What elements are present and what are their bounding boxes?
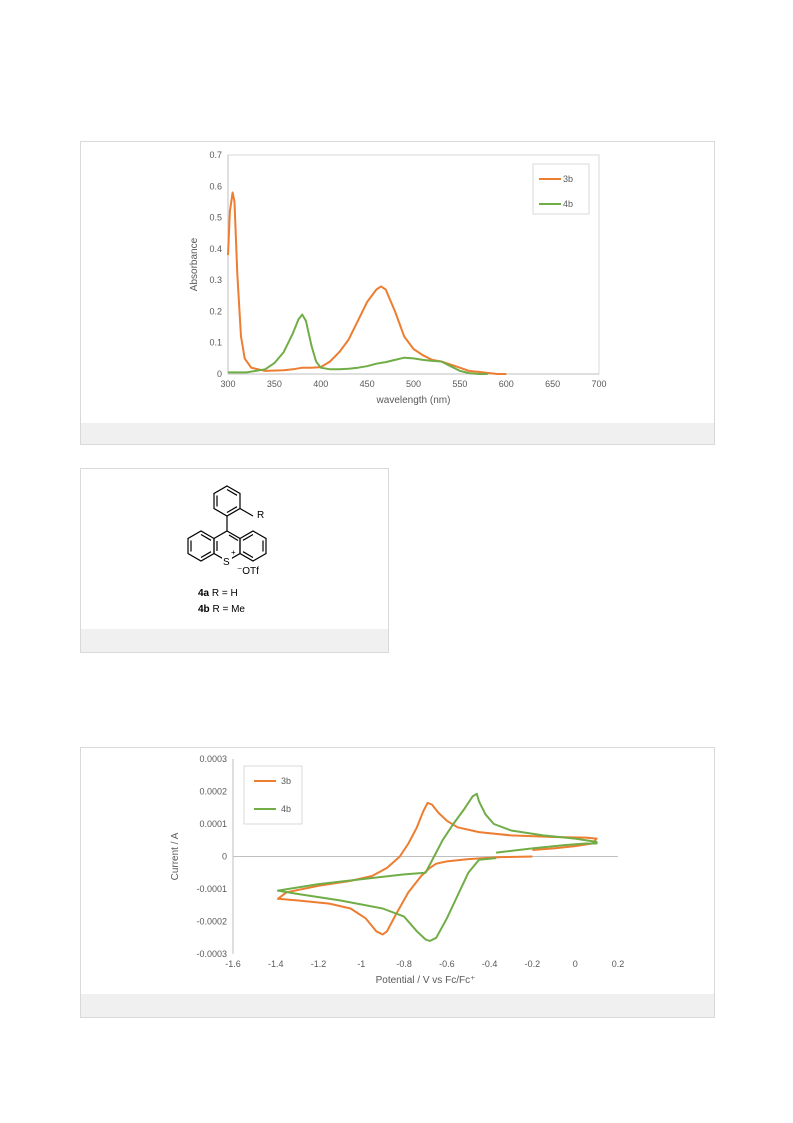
x-tick-label: -1.4	[268, 959, 284, 969]
legend-label-4b: 4b	[281, 804, 291, 814]
y-tick-label: 0.0003	[199, 754, 227, 764]
x-axis-title: Potential / V vs Fc/Fc⁺	[376, 975, 476, 986]
x-tick-label: 450	[360, 379, 375, 389]
legend-box	[243, 765, 303, 825]
y-tick-label: 0.3	[209, 275, 222, 285]
x-tick-label: -1.2	[311, 959, 327, 969]
right-ring	[239, 530, 267, 562]
r-group-label: R	[257, 510, 265, 521]
compound-4a-label: 4a R = H	[198, 588, 238, 599]
counterion-label: ⁻OTf	[237, 566, 259, 577]
series-line-3b	[227, 191, 507, 375]
y-tick-label: 0	[222, 852, 227, 862]
panel-footer	[81, 629, 388, 652]
y-tick-label: -0.0003	[196, 949, 227, 959]
x-tick-label: 0.2	[612, 959, 625, 969]
x-tick-label: 300	[220, 379, 235, 389]
positive-charge: +	[231, 548, 236, 557]
x-tick-label: 350	[267, 379, 282, 389]
panel-footer	[81, 423, 714, 444]
legend-label-3b: 3b	[563, 174, 573, 184]
y-tick-label: -0.0002	[196, 917, 227, 927]
structure-panel: R + S ⁻OTf 4a R = H 4b R = Me	[80, 468, 389, 653]
y-tick-label: 0.1	[209, 338, 222, 348]
series-line-4b	[228, 313, 488, 375]
x-tick-label: 400	[313, 379, 328, 389]
x-tick-label: 550	[452, 379, 467, 389]
x-tick-label: -0.8	[396, 959, 412, 969]
aryl-ring	[213, 485, 241, 517]
x-tick-label: 600	[499, 379, 514, 389]
cv-chart-panel: -1.6 -1.4 -1.2 -1 -0.8 -0.6 -0.4 -0.2 0 0.2 -0.000…	[80, 747, 715, 1018]
y-tick-label: 0.4	[209, 244, 222, 254]
x-axis-title: wavelength (nm)	[376, 395, 451, 406]
x-tick-label: -1.6	[225, 959, 241, 969]
sulfur-atom-label: S	[223, 557, 230, 568]
y-tick-label: 0	[217, 369, 222, 379]
y-tick-label: 0.5	[209, 213, 222, 223]
y-tick-label: 0.0001	[199, 819, 227, 829]
legend-label-3b: 3b	[281, 776, 291, 786]
absorbance-legend: 3b 4b	[532, 163, 590, 215]
series-line-4b	[276, 792, 598, 942]
panel-footer	[81, 994, 714, 1017]
x-tick-label: -0.2	[525, 959, 541, 969]
absorbance-chart: 300 350 400 450 500 550 600 650 700 0 0.1 0.2 0.3 0.4…	[189, 150, 607, 406]
x-tick-label: 700	[591, 379, 606, 389]
x-tick-label: 500	[406, 379, 421, 389]
x-tick-label: -1	[357, 959, 365, 969]
y-tick-label: 0.6	[209, 181, 222, 191]
left-ring	[187, 530, 215, 562]
x-tick-label: -0.4	[482, 959, 498, 969]
cv-legend: 3b 4b	[243, 765, 303, 825]
series-line-3b	[276, 801, 598, 936]
legend-label-4b: 4b	[563, 199, 573, 209]
y-tick-label: 0.7	[209, 150, 222, 160]
x-tick-label: 650	[545, 379, 560, 389]
x-tick-label: 0	[573, 959, 578, 969]
y-tick-label: -0.0001	[196, 884, 227, 894]
legend-box	[532, 163, 590, 215]
y-tick-label: 0.0002	[199, 787, 227, 797]
y-tick-label: 0.2	[209, 306, 222, 316]
x-tick-label: -0.6	[439, 959, 455, 969]
thioxanthylium-structure	[187, 485, 267, 566]
absorbance-chart-panel: 300 350 400 450 500 550 600 650 700 0 0.1 0.2 0.3 0.4…	[80, 141, 715, 445]
r-bond	[239, 507, 254, 517]
compound-4b-label: 4b R = Me	[198, 604, 245, 615]
y-axis-title: Current / A	[170, 832, 181, 880]
y-axis-title: Absorbance	[189, 237, 200, 291]
cyclic-voltammogram-chart: -1.6 -1.4 -1.2 -1 -0.8 -0.6 -0.4 -0.2 0 0.2 -0.000…	[170, 754, 625, 986]
